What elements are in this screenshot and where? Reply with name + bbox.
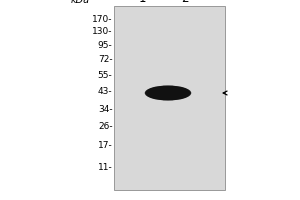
Text: 34-: 34-: [98, 104, 112, 114]
Ellipse shape: [149, 87, 187, 99]
Ellipse shape: [158, 90, 178, 96]
Text: 95-: 95-: [98, 40, 112, 49]
Text: 170-: 170-: [92, 16, 112, 24]
Text: 72-: 72-: [98, 54, 112, 64]
Ellipse shape: [154, 89, 182, 97]
Ellipse shape: [152, 88, 184, 98]
Ellipse shape: [159, 90, 177, 96]
Text: 2: 2: [181, 0, 188, 5]
Ellipse shape: [160, 90, 176, 96]
Ellipse shape: [147, 86, 189, 100]
Ellipse shape: [153, 88, 183, 98]
Ellipse shape: [155, 89, 181, 97]
Text: kDa: kDa: [71, 0, 90, 5]
Ellipse shape: [150, 87, 186, 99]
Ellipse shape: [146, 86, 190, 100]
Ellipse shape: [160, 91, 175, 95]
Ellipse shape: [149, 87, 187, 99]
Text: 55-: 55-: [98, 71, 112, 79]
Text: 130-: 130-: [92, 26, 112, 36]
Ellipse shape: [145, 86, 191, 100]
Ellipse shape: [157, 89, 179, 97]
Bar: [114, 6, 225, 190]
Ellipse shape: [151, 88, 185, 98]
Text: 1: 1: [139, 0, 146, 5]
Text: 43-: 43-: [98, 88, 112, 97]
Text: 26-: 26-: [98, 122, 112, 131]
Ellipse shape: [156, 89, 180, 97]
Ellipse shape: [146, 86, 190, 100]
Text: 11-: 11-: [98, 162, 112, 171]
Ellipse shape: [153, 88, 183, 98]
Ellipse shape: [158, 90, 178, 96]
Ellipse shape: [161, 91, 175, 95]
Ellipse shape: [148, 87, 188, 99]
Text: 17-: 17-: [98, 142, 112, 150]
